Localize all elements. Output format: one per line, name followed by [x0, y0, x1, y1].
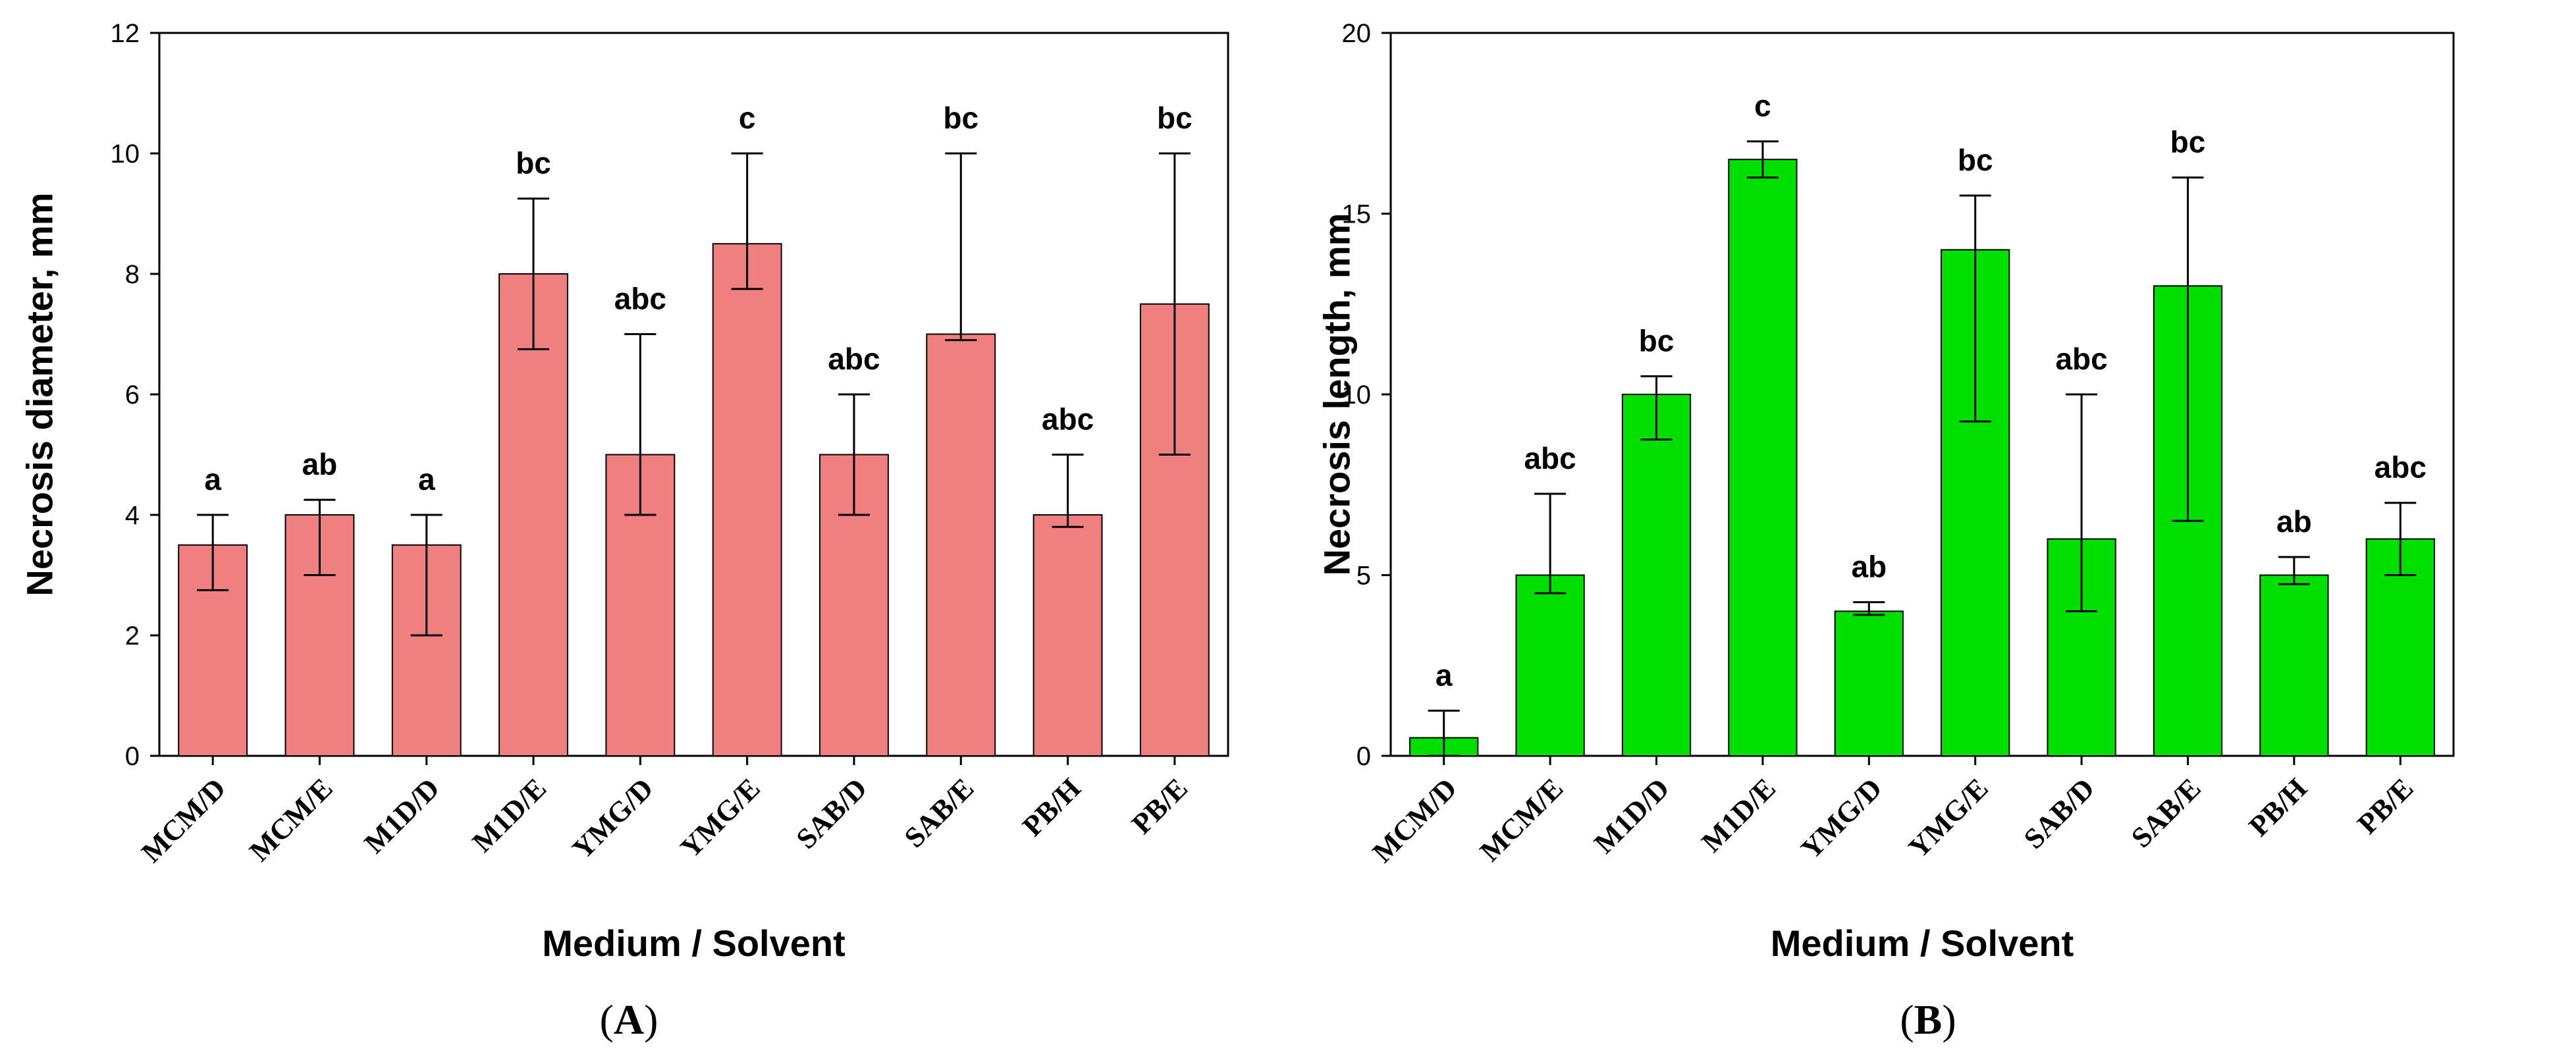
panel-label: (A)	[600, 996, 658, 1043]
x-axis-title: Medium / Solvent	[1771, 922, 2074, 964]
y-tick-label: 20	[1342, 19, 1372, 48]
panel-label-open: (	[1900, 996, 1914, 1043]
x-tick-label: MCM/E	[243, 772, 338, 867]
significance-label: abc	[614, 282, 666, 316]
significance-label: bc	[1157, 101, 1193, 135]
y-tick-label: 4	[125, 501, 140, 530]
x-tick-label: MCM/D	[135, 772, 232, 868]
x-tick-label: PB/E	[1125, 772, 1194, 840]
significance-label: bc	[516, 146, 551, 180]
bar	[2259, 574, 2329, 757]
x-tick-label: YMG/E	[1902, 772, 1995, 864]
x-tick-label: M1D/E	[466, 772, 552, 858]
panel-label-letter: B	[1914, 996, 1943, 1043]
significance-label: abc	[2375, 450, 2427, 485]
y-tick-label: 5	[1356, 562, 1371, 591]
panel-b-chart: 0 5 10 15 20 a MCM/D abc MCM/E bc M1D/D c M1D/E ab YMG…	[1316, 19, 2455, 1043]
bar	[926, 333, 996, 757]
x-tick-label: PB/E	[2351, 772, 2420, 840]
significance-label: c	[1754, 89, 1771, 123]
panel-label-close: )	[644, 996, 658, 1043]
significance-label: abc	[828, 342, 880, 376]
x-tick-label: SAB/D	[2018, 772, 2101, 855]
y-axis-title: Necrosis length, mm	[1316, 213, 1358, 576]
significance-label: bc	[943, 101, 979, 135]
x-axis-title: Medium / Solvent	[542, 922, 845, 964]
y-tick-label: 10	[1342, 381, 1372, 410]
y-tick-label: 12	[111, 19, 140, 48]
bar	[1621, 394, 1692, 757]
y-tick-label: 0	[1356, 742, 1371, 771]
bar	[498, 273, 568, 757]
x-tick-label: MCM/D	[1366, 772, 1463, 868]
significance-label: ab	[2276, 504, 2312, 539]
bar	[1033, 514, 1103, 757]
significance-label: bc	[1958, 143, 1993, 177]
y-tick-label: 15	[1342, 200, 1372, 229]
x-tick-label: YMG/E	[674, 772, 766, 864]
panel-a-chart: 0 2 4 6 8 10 12 a MCM/D ab MCM/E a M1D/D bc M1D/E abc YM…	[19, 19, 1229, 1043]
x-tick-label: PB/H	[1016, 772, 1087, 842]
x-tick-label: PB/H	[2243, 772, 2313, 842]
x-tick-label: SAB/E	[2125, 772, 2207, 854]
bar	[1515, 574, 1585, 757]
significance-label: a	[204, 462, 221, 496]
y-tick-label: 8	[125, 260, 140, 289]
significance-label: abc	[1524, 441, 1576, 475]
significance-label: a	[1436, 658, 1453, 692]
panel-label-close: )	[1942, 996, 1956, 1043]
x-tick-label: M1D/D	[358, 772, 446, 859]
significance-label: bc	[1639, 324, 1675, 358]
panel-label-open: (	[600, 996, 614, 1043]
x-tick-label: SAB/E	[898, 772, 980, 854]
x-tick-label: YMG/D	[1795, 772, 1889, 865]
panel-label: (B)	[1900, 996, 1956, 1043]
significance-label: ab	[302, 447, 338, 481]
significance-label: abc	[1042, 402, 1094, 437]
y-tick-label: 10	[111, 140, 140, 169]
significance-label: a	[418, 462, 435, 496]
x-tick-label: SAB/D	[790, 772, 873, 855]
x-tick-label: YMG/D	[566, 772, 660, 865]
y-tick-label: 2	[125, 622, 140, 650]
bar	[712, 243, 782, 757]
y-tick-label: 6	[125, 381, 140, 410]
bar	[1728, 159, 1798, 757]
significance-label: bc	[2170, 125, 2206, 159]
y-tick-label: 0	[125, 742, 140, 771]
significance-label: c	[739, 101, 756, 135]
x-tick-label: MCM/E	[1474, 772, 1569, 867]
x-tick-label: M1D/E	[1696, 772, 1782, 858]
y-axis-title: Necrosis diameter, mm	[19, 192, 61, 596]
panel-label-letter: A	[614, 996, 644, 1043]
x-tick-label: M1D/D	[1588, 772, 1675, 859]
significance-label: ab	[1851, 550, 1887, 584]
bar	[1834, 610, 1904, 757]
significance-label: abc	[2055, 342, 2107, 376]
